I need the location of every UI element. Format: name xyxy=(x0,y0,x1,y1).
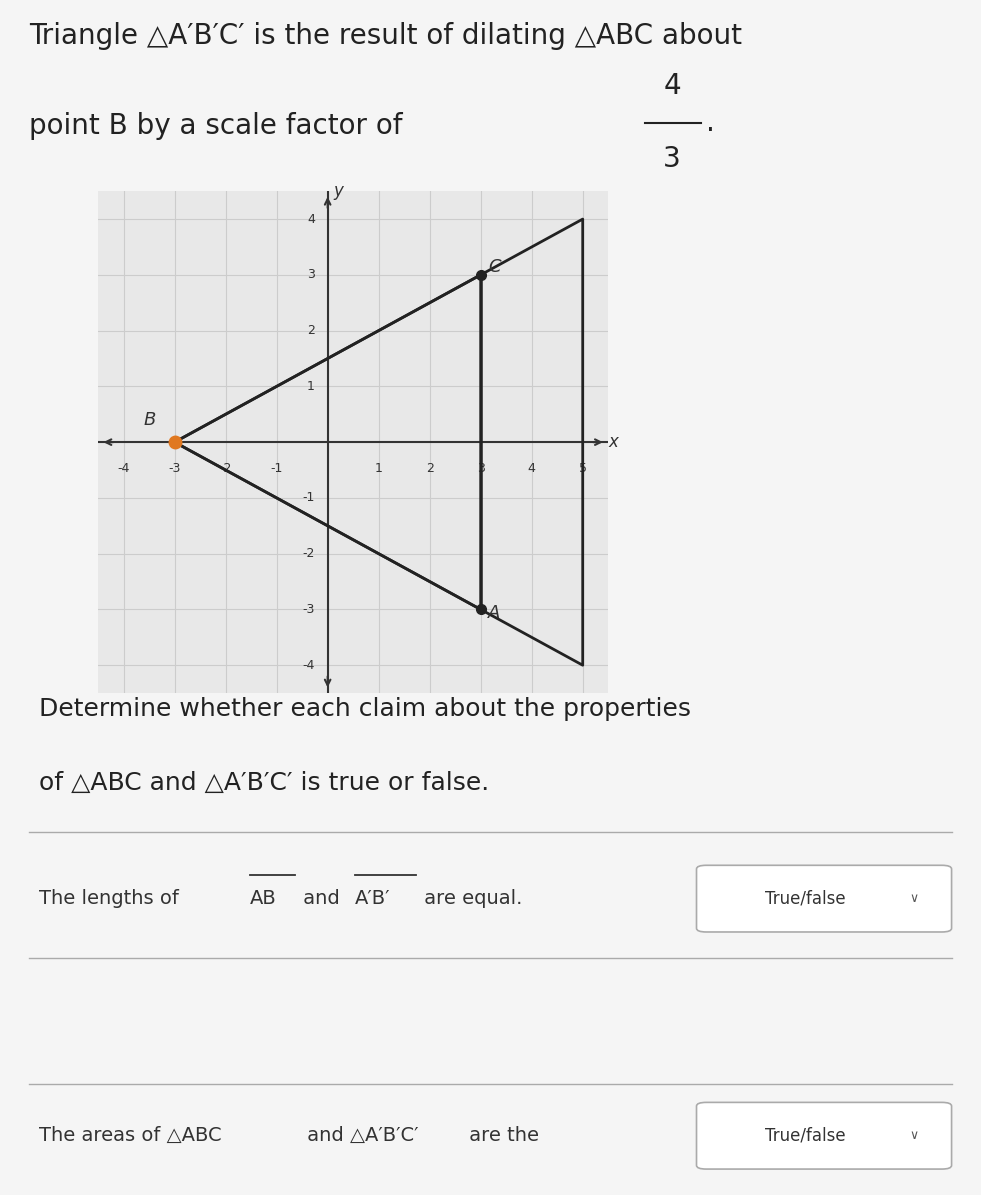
Text: 1: 1 xyxy=(307,380,315,393)
Text: -3: -3 xyxy=(302,603,315,615)
Text: point B by a scale factor of: point B by a scale factor of xyxy=(29,112,403,140)
Text: A: A xyxy=(489,603,500,621)
Text: 3: 3 xyxy=(307,269,315,281)
Text: 4: 4 xyxy=(663,72,681,100)
Text: -4: -4 xyxy=(118,461,129,474)
Text: -3: -3 xyxy=(169,461,181,474)
Text: AB: AB xyxy=(250,889,277,908)
Text: -2: -2 xyxy=(220,461,232,474)
Text: The areas of △ABC: The areas of △ABC xyxy=(39,1126,222,1145)
FancyBboxPatch shape xyxy=(697,1102,952,1169)
Text: 2: 2 xyxy=(307,324,315,337)
Text: 3: 3 xyxy=(663,145,681,173)
Text: -4: -4 xyxy=(302,658,315,672)
Text: .: . xyxy=(706,109,715,136)
Text: and: and xyxy=(297,889,346,908)
Text: 4: 4 xyxy=(307,213,315,226)
Text: C: C xyxy=(489,258,501,276)
Text: 1: 1 xyxy=(375,461,383,474)
Text: are the: are the xyxy=(463,1126,539,1145)
Text: 3: 3 xyxy=(477,461,485,474)
Text: x: x xyxy=(608,433,618,452)
Text: Triangle △A′B′C′ is the result of dilating △ABC about: Triangle △A′B′C′ is the result of dilati… xyxy=(29,22,743,49)
Text: y: y xyxy=(334,182,343,201)
Text: are equal.: are equal. xyxy=(418,889,522,908)
Text: 4: 4 xyxy=(528,461,536,474)
Text: A′B′: A′B′ xyxy=(355,889,390,908)
Text: -1: -1 xyxy=(271,461,283,474)
Text: 2: 2 xyxy=(426,461,434,474)
Text: True/false: True/false xyxy=(765,1127,846,1145)
Text: Determine whether each claim about the properties: Determine whether each claim about the p… xyxy=(39,697,692,721)
FancyBboxPatch shape xyxy=(697,865,952,932)
Text: -1: -1 xyxy=(302,491,315,504)
Text: and △A′B′C′: and △A′B′C′ xyxy=(301,1126,419,1145)
Text: ∨: ∨ xyxy=(909,893,918,905)
Text: -2: -2 xyxy=(302,547,315,560)
Text: The lengths of: The lengths of xyxy=(39,889,185,908)
Text: True/false: True/false xyxy=(765,889,846,908)
Text: B: B xyxy=(144,411,156,429)
Text: of △ABC and △A′B′C′ is true or false.: of △ABC and △A′B′C′ is true or false. xyxy=(39,771,490,795)
Text: 5: 5 xyxy=(579,461,587,474)
Text: ∨: ∨ xyxy=(909,1129,918,1142)
